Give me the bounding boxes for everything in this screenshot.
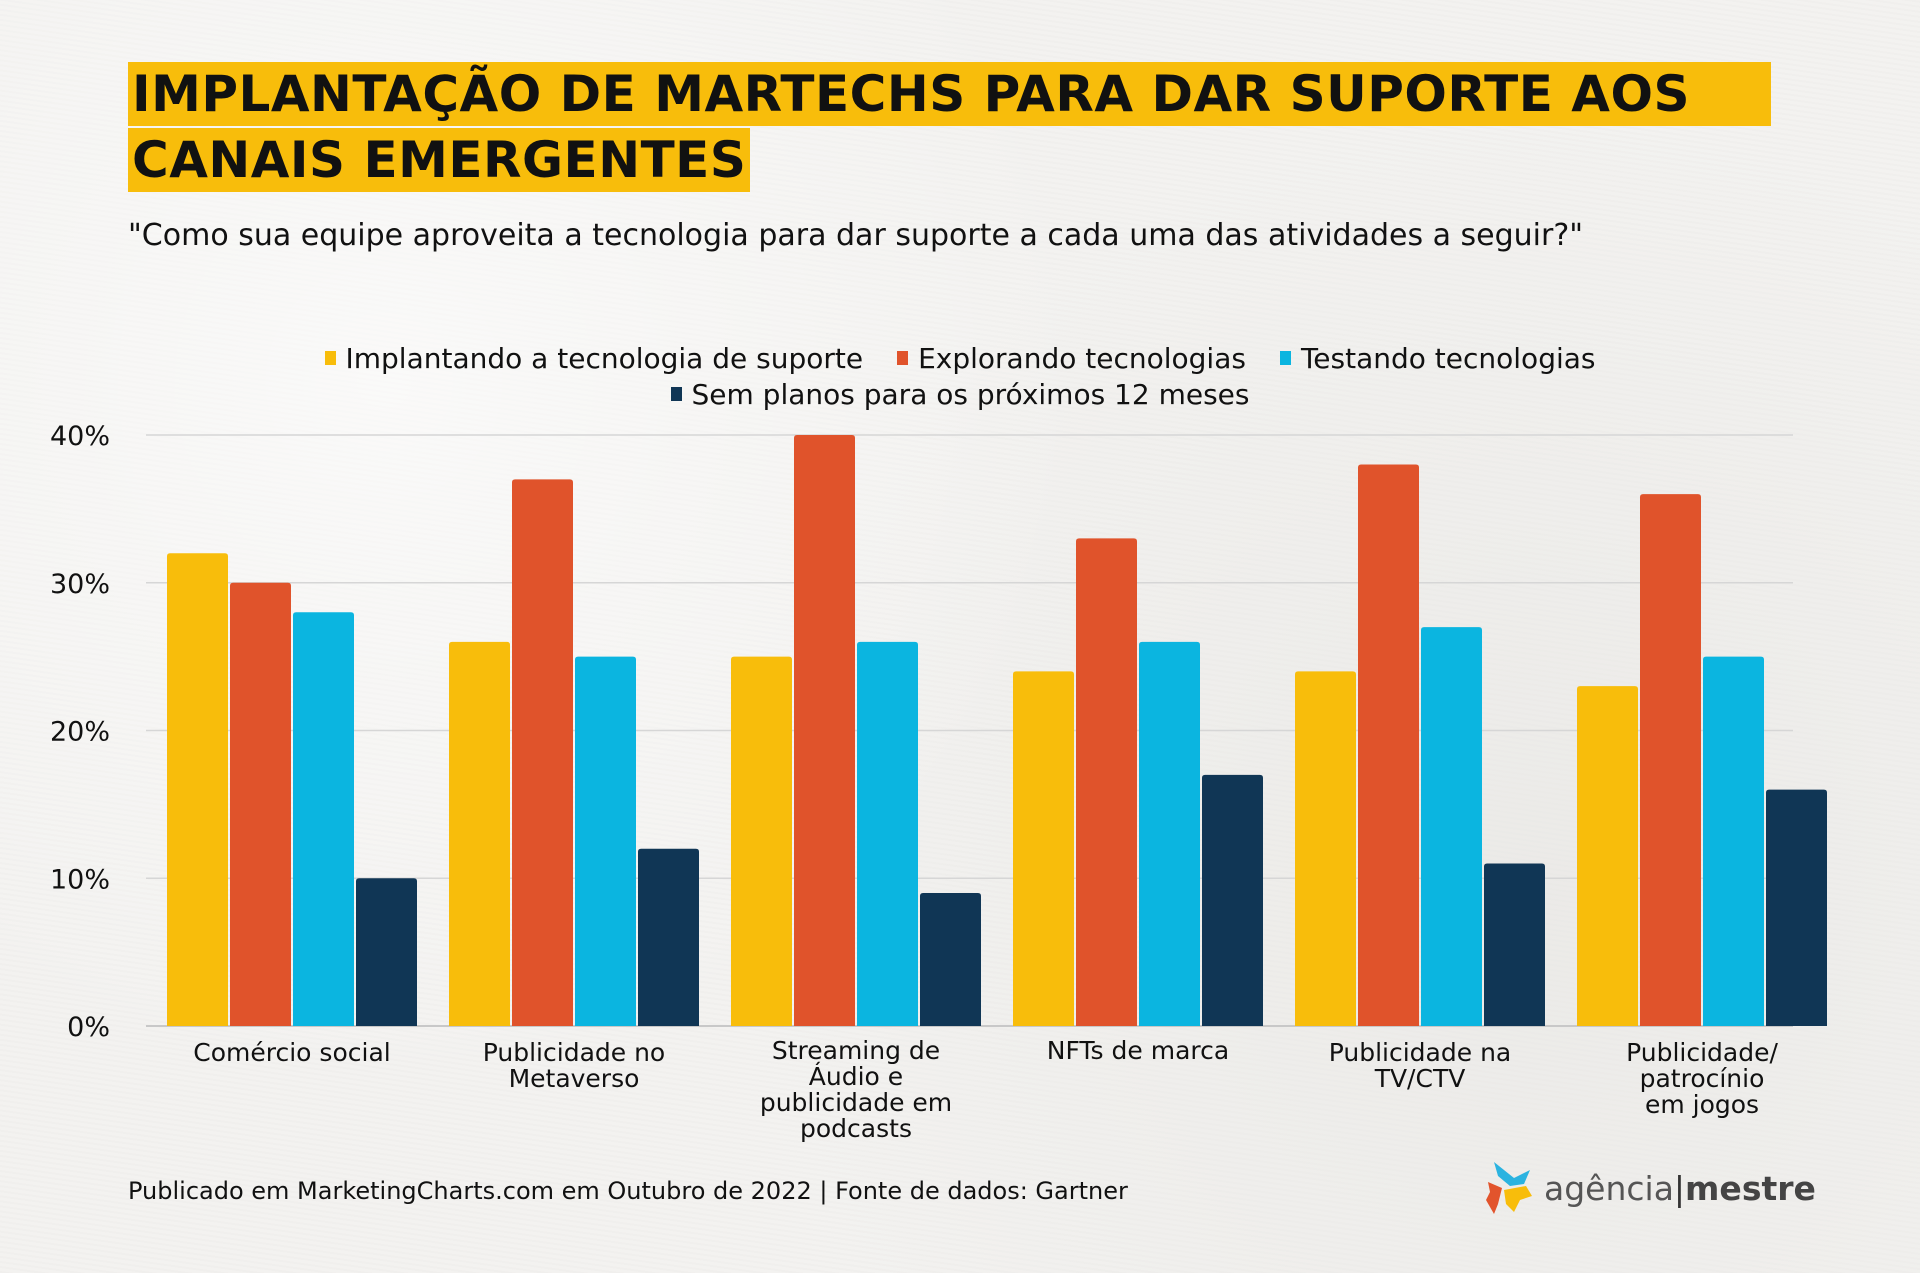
- bar: [1076, 538, 1137, 1026]
- bar: [1358, 464, 1419, 1026]
- bar: [794, 435, 855, 1026]
- logo-separator: |: [1673, 1168, 1686, 1208]
- x-tick-label: Publicidade na TV/CTV: [1290, 1040, 1550, 1092]
- legend-row: Implantando a tecnologia de suporte Explo…: [0, 340, 1920, 376]
- bar: [1421, 627, 1482, 1026]
- bar: [356, 878, 417, 1026]
- bar: [1013, 671, 1074, 1026]
- x-tick-label-line: Publicidade no: [482, 1038, 666, 1067]
- bar: [638, 848, 699, 1026]
- bar: [731, 656, 792, 1026]
- legend-label: Explorando tecnologias: [918, 341, 1246, 375]
- legend-swatch: [1279, 351, 1291, 365]
- y-tick-label: 10%: [50, 864, 110, 895]
- bar: [230, 582, 291, 1026]
- x-tick-label-line: Áudio e: [808, 1062, 904, 1091]
- logo-text-mestre: mestre: [1685, 1168, 1816, 1208]
- x-tick-label-line: Publicidade na: [1328, 1038, 1512, 1067]
- legend-swatch: [897, 351, 909, 365]
- bar: [293, 612, 354, 1026]
- legend-item: Implantando a tecnologia de suporte: [324, 341, 864, 375]
- x-tick-label-line: em jogos: [1644, 1090, 1760, 1119]
- source-footer: Publicado em MarketingCharts.com em Outu…: [128, 1177, 1128, 1205]
- legend-row: Sem planos para os próximos 12 meses: [0, 376, 1920, 412]
- bar: [1484, 863, 1545, 1026]
- bar: [1640, 494, 1701, 1027]
- legend-item: Testando tecnologias: [1279, 341, 1596, 375]
- y-tick-label: 30%: [50, 569, 110, 600]
- chart-subtitle: "Como sua equipe aproveita a tecnologia …: [128, 218, 1584, 253]
- brand-logo: agência|mestre: [1484, 1160, 1816, 1216]
- x-tick-label: Comércio social: [162, 1040, 422, 1066]
- x-tick-label-line: Streaming de: [771, 1036, 941, 1065]
- bar: [920, 893, 981, 1026]
- chart-legend: Implantando a tecnologia de suporte Explo…: [0, 340, 1920, 412]
- bar: [449, 641, 510, 1026]
- x-tick-label: Streaming de Áudio e publicidade em podcast…: [726, 1038, 986, 1142]
- bar: [1577, 686, 1638, 1026]
- logo-text-agencia: agência: [1544, 1168, 1674, 1208]
- logo-wordmark: agência|mestre: [1544, 1169, 1816, 1208]
- chart-title-line-2: CANAIS EMERGENTES: [128, 128, 751, 192]
- legend-item: Explorando tecnologias: [897, 342, 1246, 375]
- x-tick-label-line: podcasts: [800, 1114, 912, 1143]
- bar: [167, 553, 228, 1026]
- y-axis-tick-labels: 0% 10% 20% 30% 40%: [50, 421, 110, 1043]
- x-tick-label-line: Metaverso: [508, 1064, 640, 1093]
- y-tick-label: 0%: [67, 1012, 110, 1043]
- x-tick-label: NFTs de marca: [1008, 1038, 1268, 1064]
- bar: [1766, 789, 1827, 1026]
- legend-label: Testando tecnologias: [1300, 341, 1596, 375]
- bar: [1202, 774, 1263, 1026]
- legend-item: Sem planos para os próximos 12 meses: [670, 377, 1250, 411]
- legend-swatch: [324, 351, 336, 365]
- bars: [167, 435, 1827, 1027]
- x-tick-label-line: Comércio social: [193, 1038, 391, 1067]
- x-tick-label-line: Publicidade/: [1626, 1038, 1778, 1067]
- y-tick-label: 40%: [50, 421, 110, 452]
- x-tick-label-line: NFTs de marca: [1046, 1036, 1230, 1065]
- bar: [1139, 641, 1200, 1026]
- y-tick-label: 20%: [50, 717, 110, 748]
- bar: [575, 656, 636, 1026]
- legend-swatch: [670, 387, 682, 401]
- x-tick-label: Publicidade no Metaverso: [444, 1040, 704, 1092]
- bar: [1295, 671, 1356, 1026]
- chart-title-line-1: IMPLANTAÇÃO DE MARTECHS PARA DAR SUPORTE…: [128, 62, 1771, 126]
- legend-label: Implantando a tecnologia de suporte: [345, 341, 864, 375]
- bar: [857, 641, 918, 1026]
- bar: [1703, 656, 1764, 1026]
- agencia-mestre-logo-icon: [1486, 1162, 1532, 1214]
- x-tick-label: Publicidade/patrocínio em jogos: [1572, 1040, 1832, 1118]
- bar: [512, 479, 573, 1026]
- x-tick-label-line: publicidade em: [759, 1088, 953, 1117]
- legend-label: Sem planos para os próximos 12 meses: [691, 377, 1250, 411]
- x-tick-label-line: patrocínio: [1639, 1064, 1765, 1093]
- x-tick-label-line: TV/CTV: [1374, 1064, 1466, 1093]
